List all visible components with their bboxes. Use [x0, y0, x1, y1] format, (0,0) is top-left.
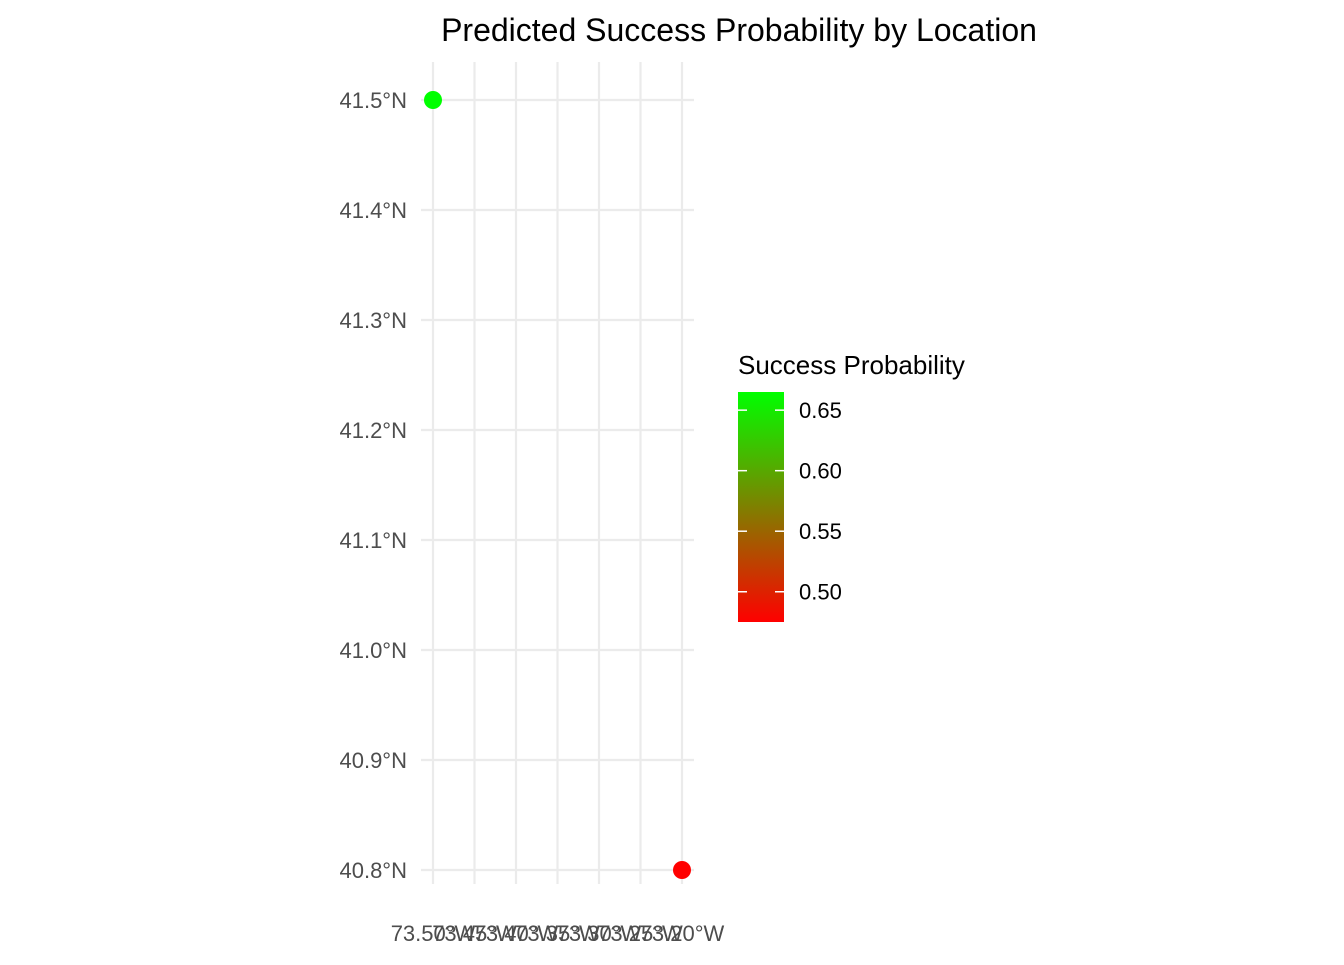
y-tick-label: 41.2°N — [339, 418, 407, 443]
x-tick-label: 73.45°W — [432, 921, 517, 946]
legend-tick-label: 0.55 — [799, 519, 842, 544]
color-legend: Success Probability 0.50 0.55 0.60 0.65 — [738, 350, 965, 622]
x-tick-label: 73.30°W — [557, 921, 642, 946]
grid-layer — [421, 62, 694, 884]
data-point — [673, 861, 691, 879]
y-tick-label: 41.1°N — [339, 528, 407, 553]
y-tick-label: 41.5°N — [339, 88, 407, 113]
x-axis-tick-labels: 73.50°W73.45°W73.40°W73.35°W73.30°W73.25… — [391, 921, 725, 946]
legend-ticks: 0.50 0.55 0.60 0.65 — [738, 398, 842, 605]
legend-color-bar — [738, 392, 784, 622]
legend-tick-label: 0.65 — [799, 398, 842, 423]
y-tick-label: 41.3°N — [339, 308, 407, 333]
x-tick-label: 73.50°W — [391, 921, 476, 946]
y-tick-label: 41.4°N — [339, 198, 407, 223]
x-tick-label: 73.25°W — [598, 921, 683, 946]
x-tick-label: 73.35°W — [515, 921, 600, 946]
legend-tick-label: 0.60 — [799, 459, 842, 484]
chart-title: Predicted Success Probability by Locatio… — [441, 12, 1037, 48]
data-points — [424, 91, 691, 879]
y-tick-label: 41.0°N — [339, 638, 407, 663]
legend-title: Success Probability — [738, 350, 965, 380]
legend-tick-label: 0.50 — [799, 580, 842, 605]
y-axis-tick-labels: 40.8°N 40.9°N 41.0°N 41.1°N 41.2°N 41.3°N 41.4… — [339, 88, 407, 883]
x-tick-label: 73.20°W — [640, 921, 725, 946]
x-tick-label: 73.40°W — [474, 921, 559, 946]
y-tick-label: 40.8°N — [339, 858, 407, 883]
data-point — [424, 91, 442, 109]
y-tick-label: 40.9°N — [339, 748, 407, 773]
